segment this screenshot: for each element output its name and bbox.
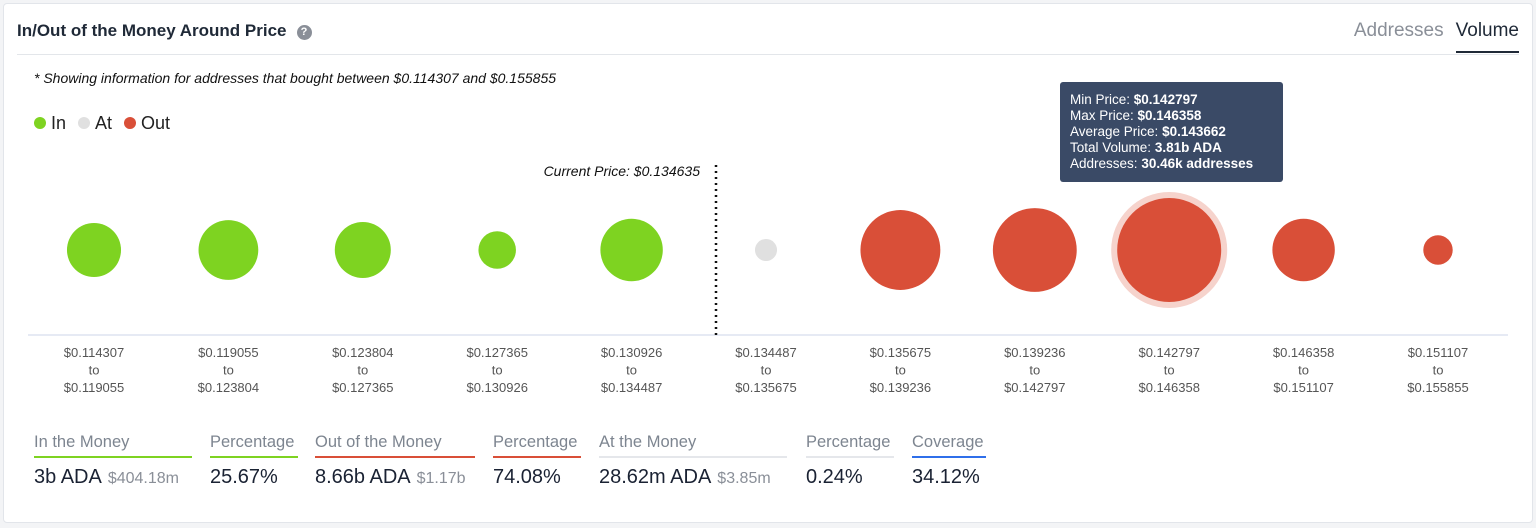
tooltip-volume: Total Volume: 3.81b ADA xyxy=(1070,140,1222,155)
x-tick-label: $0.134487 xyxy=(735,345,796,360)
tooltip-avg: Average Price: $0.143662 xyxy=(1070,124,1226,139)
x-tick-label: $0.142797 xyxy=(1004,380,1065,395)
x-tick-label: to xyxy=(761,363,772,378)
bubble-out[interactable] xyxy=(1272,218,1335,282)
stat-out-money: Out of the Money 8.66b ADA $1.17b xyxy=(315,433,475,489)
header-divider xyxy=(17,54,1519,55)
tooltip-max: Max Price: $0.146358 xyxy=(1070,108,1202,123)
x-tick-label: to xyxy=(492,363,503,378)
x-tick-label: $0.119055 xyxy=(64,380,125,395)
x-tick-label: $0.146358 xyxy=(1273,345,1334,360)
stat-at-percentage: Percentage 0.24% xyxy=(806,433,894,489)
x-tick-label: to xyxy=(357,363,368,378)
x-tick-label: $0.135675 xyxy=(735,380,796,395)
title-text: In/Out of the Money Around Price xyxy=(17,21,287,40)
x-tick-label: to xyxy=(223,363,234,378)
x-tick-label: $0.114307 xyxy=(64,345,125,360)
x-tick-label: $0.146358 xyxy=(1138,380,1199,395)
bubble-tooltip: Min Price: $0.142797 Max Price: $0.14635… xyxy=(1060,82,1283,182)
out-dot-icon xyxy=(124,117,137,129)
tab-addresses[interactable]: Addresses xyxy=(1353,20,1444,41)
tooltip-addresses: Addresses: 30.46k addresses xyxy=(1070,156,1254,171)
legend-out[interactable]: Out xyxy=(124,113,170,134)
bubble-in[interactable] xyxy=(600,218,663,282)
stat-coverage: Coverage 34.12% xyxy=(912,433,986,489)
bubble-in[interactable] xyxy=(334,221,391,279)
bubble-in[interactable] xyxy=(198,220,259,280)
x-tick-label: to xyxy=(895,363,906,378)
bubble-out[interactable] xyxy=(1117,198,1222,302)
x-tick-label: to xyxy=(626,363,637,378)
x-tick-label: to xyxy=(1433,363,1444,378)
stat-at-money: At the Money 28.62m ADA $3.85m xyxy=(599,433,787,489)
x-tick-label: to xyxy=(1298,363,1309,378)
legend: In At Out xyxy=(34,113,170,134)
x-tick-label: $0.151107 xyxy=(1273,380,1334,395)
bubble-out[interactable] xyxy=(992,208,1077,292)
card-title: In/Out of the Money Around Price? xyxy=(17,21,312,41)
bubble-out[interactable] xyxy=(1423,235,1453,265)
range-note: * Showing information for addresses that… xyxy=(34,70,557,86)
x-tick-label: to xyxy=(1029,363,1040,378)
stat-in-percentage: Percentage 25.67% xyxy=(210,433,298,489)
x-tick-label: $0.127365 xyxy=(466,345,527,360)
x-tick-label: to xyxy=(1164,363,1175,378)
legend-at-label: At xyxy=(95,113,113,133)
bubble-in[interactable] xyxy=(478,231,516,269)
question-circle-icon[interactable]: ? xyxy=(296,25,312,40)
current-price-label: Current Price: $0.134635 xyxy=(544,163,701,179)
view-tabs: Addresses Volume xyxy=(1354,20,1519,53)
in-dot-icon xyxy=(34,117,46,129)
tab-volume[interactable]: Volume xyxy=(1455,20,1519,53)
x-tick-label: $0.139236 xyxy=(870,380,931,395)
stat-out-percentage: Percentage 74.08% xyxy=(493,433,581,489)
x-tick-label: $0.139236 xyxy=(1004,345,1065,360)
bubble-chart: Current Price: $0.134635 $0.114307 to $0.1… xyxy=(28,163,1508,395)
at-dot-icon xyxy=(78,117,91,129)
bubble-in[interactable] xyxy=(66,222,122,278)
x-tick-label: $0.142797 xyxy=(1138,345,1199,360)
x-tick-label: $0.130926 xyxy=(601,345,662,360)
legend-in[interactable]: In xyxy=(34,113,66,134)
legend-out-label: Out xyxy=(141,113,171,133)
x-tick-label: $0.119055 xyxy=(198,345,259,360)
x-tick-label: $0.134487 xyxy=(601,380,662,395)
x-tick-label: $0.155855 xyxy=(1407,380,1468,395)
x-tick-label: $0.123804 xyxy=(198,380,259,395)
tooltip-min: Min Price: $0.142797 xyxy=(1070,92,1198,107)
bubble-out[interactable] xyxy=(860,210,941,290)
legend-in-label: In xyxy=(51,113,67,133)
x-tick-label: $0.123804 xyxy=(332,345,393,360)
x-tick-label: $0.130926 xyxy=(466,380,527,395)
x-tick-label: $0.151107 xyxy=(1408,345,1469,360)
bubble-at[interactable] xyxy=(754,238,778,262)
legend-at[interactable]: At xyxy=(78,113,112,134)
x-tick-label: $0.127365 xyxy=(332,380,393,395)
stat-in-money: In the Money 3b ADA $404.18m xyxy=(34,433,192,489)
x-tick-label: to xyxy=(89,363,100,378)
x-tick-label: $0.135675 xyxy=(870,345,931,360)
